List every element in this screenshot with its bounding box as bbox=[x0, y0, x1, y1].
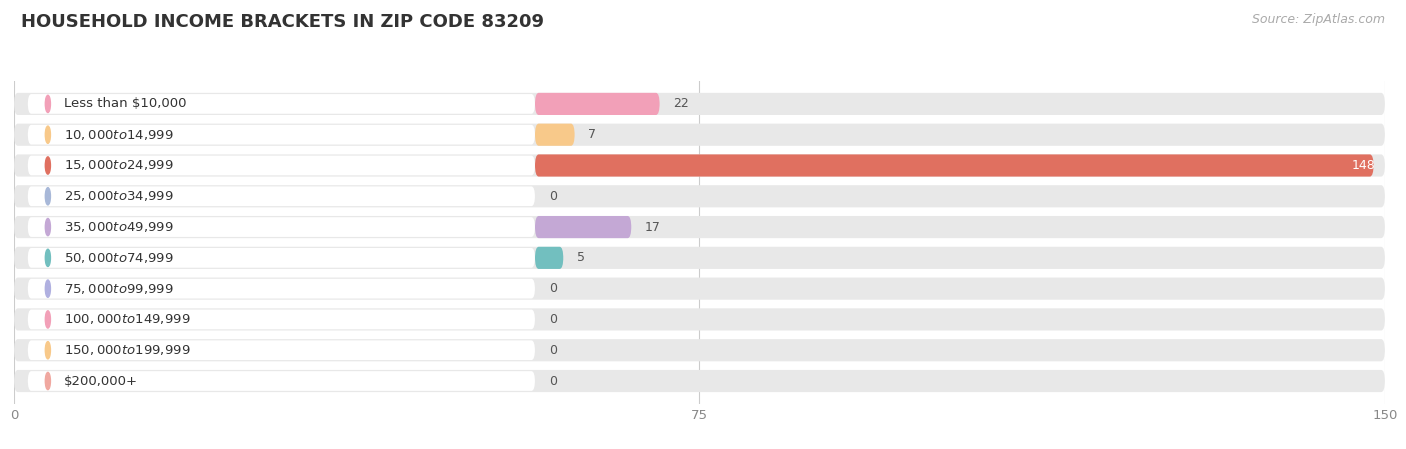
Circle shape bbox=[45, 311, 51, 328]
FancyBboxPatch shape bbox=[28, 186, 536, 206]
FancyBboxPatch shape bbox=[28, 371, 536, 391]
Circle shape bbox=[45, 95, 51, 113]
Text: $100,000 to $149,999: $100,000 to $149,999 bbox=[65, 313, 191, 326]
FancyBboxPatch shape bbox=[14, 339, 1385, 361]
Text: $150,000 to $199,999: $150,000 to $199,999 bbox=[65, 343, 191, 357]
Text: Less than $10,000: Less than $10,000 bbox=[65, 97, 187, 110]
Circle shape bbox=[45, 372, 51, 390]
FancyBboxPatch shape bbox=[28, 156, 536, 176]
Circle shape bbox=[45, 280, 51, 297]
Text: 0: 0 bbox=[548, 313, 557, 326]
Text: $25,000 to $34,999: $25,000 to $34,999 bbox=[65, 189, 174, 203]
Text: 0: 0 bbox=[548, 190, 557, 203]
FancyBboxPatch shape bbox=[28, 125, 536, 145]
FancyBboxPatch shape bbox=[14, 185, 1385, 207]
Circle shape bbox=[45, 219, 51, 236]
Text: Source: ZipAtlas.com: Source: ZipAtlas.com bbox=[1251, 13, 1385, 26]
FancyBboxPatch shape bbox=[28, 309, 536, 329]
Text: $10,000 to $14,999: $10,000 to $14,999 bbox=[65, 128, 174, 142]
FancyBboxPatch shape bbox=[14, 154, 1385, 176]
FancyBboxPatch shape bbox=[14, 123, 1385, 146]
FancyBboxPatch shape bbox=[536, 154, 1374, 176]
FancyBboxPatch shape bbox=[536, 93, 659, 115]
Text: 0: 0 bbox=[548, 282, 557, 295]
Text: 17: 17 bbox=[645, 220, 661, 233]
Text: 0: 0 bbox=[548, 344, 557, 357]
FancyBboxPatch shape bbox=[14, 93, 1385, 115]
Text: $200,000+: $200,000+ bbox=[65, 374, 138, 387]
FancyBboxPatch shape bbox=[28, 340, 536, 360]
FancyBboxPatch shape bbox=[28, 94, 536, 114]
Text: $50,000 to $74,999: $50,000 to $74,999 bbox=[65, 251, 174, 265]
Text: 0: 0 bbox=[548, 374, 557, 387]
Text: 7: 7 bbox=[588, 128, 596, 141]
FancyBboxPatch shape bbox=[14, 308, 1385, 330]
FancyBboxPatch shape bbox=[536, 216, 631, 238]
Text: $75,000 to $99,999: $75,000 to $99,999 bbox=[65, 282, 174, 295]
Text: HOUSEHOLD INCOME BRACKETS IN ZIP CODE 83209: HOUSEHOLD INCOME BRACKETS IN ZIP CODE 83… bbox=[21, 13, 544, 31]
FancyBboxPatch shape bbox=[28, 217, 536, 237]
Circle shape bbox=[45, 249, 51, 266]
Text: 5: 5 bbox=[576, 251, 585, 264]
Circle shape bbox=[45, 126, 51, 143]
FancyBboxPatch shape bbox=[14, 370, 1385, 392]
FancyBboxPatch shape bbox=[28, 248, 536, 268]
Text: 22: 22 bbox=[673, 97, 689, 110]
FancyBboxPatch shape bbox=[28, 279, 536, 299]
FancyBboxPatch shape bbox=[536, 123, 575, 146]
FancyBboxPatch shape bbox=[14, 247, 1385, 269]
Circle shape bbox=[45, 157, 51, 174]
Text: 148: 148 bbox=[1353, 159, 1376, 172]
FancyBboxPatch shape bbox=[14, 216, 1385, 238]
FancyBboxPatch shape bbox=[536, 247, 564, 269]
Text: $15,000 to $24,999: $15,000 to $24,999 bbox=[65, 158, 174, 172]
Text: $35,000 to $49,999: $35,000 to $49,999 bbox=[65, 220, 174, 234]
Circle shape bbox=[45, 342, 51, 359]
Circle shape bbox=[45, 188, 51, 205]
FancyBboxPatch shape bbox=[14, 277, 1385, 300]
